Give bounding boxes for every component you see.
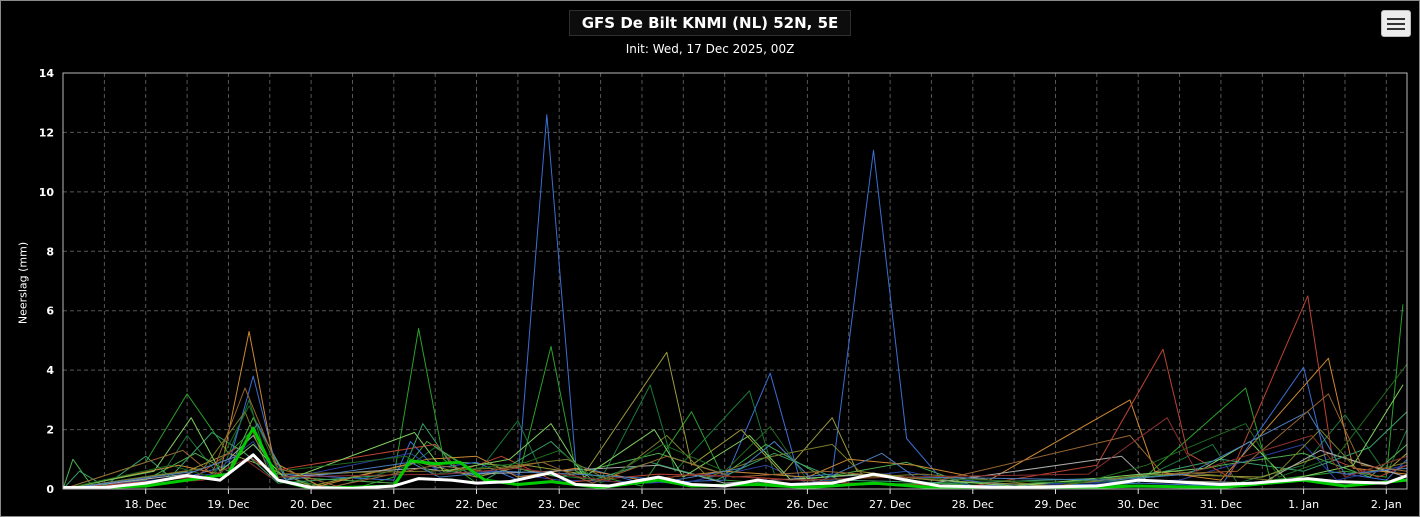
x-tick-label: 20. Dec [290,498,332,511]
x-axis-labels: 18. Dec 19. Dec 20. Dec 21. Dec 22. Dec 23. D… [125,489,1402,511]
x-tick-label: 26. Dec [786,498,828,511]
context-menu-button[interactable] [1381,10,1411,37]
ensemble-series [63,114,1407,489]
member-15-line [63,387,1407,489]
member-14-line [63,411,1407,489]
control-run-line [63,426,1407,489]
x-tick-label: 18. Dec [125,498,167,511]
plot-frame [62,72,1408,490]
x-tick-label: 2. Jan [1371,498,1402,511]
vertical-gridlines [103,73,1387,489]
y-tick-label: 6 [46,305,54,318]
x-tick-label: 23. Dec [538,498,580,511]
x-tick-label: 21. Dec [373,498,415,511]
member-06-line [63,351,1407,489]
x-tick-label: 19. Dec [207,498,249,511]
plot-svg: 0 2 4 6 8 10 12 14 18. Dec 19. Dec 20. Dec 21. Dec 2… [39,67,1408,511]
y-tick-label: 0 [46,483,54,496]
y-tick-label: 2 [46,424,54,437]
x-tick-label: 22. Dec [455,498,497,511]
y-tick-label: 8 [46,245,54,258]
member-04-line [63,114,1407,489]
ensemble-mean-line [63,453,1407,489]
member-16-line [63,417,1407,489]
y-tick-label: 12 [39,126,54,139]
chart-header: GFS De Bilt KNMI (NL) 52N, 5E Init: Wed,… [1,1,1419,61]
chart-subtitle: Init: Wed, 17 Dec 2025, 00Z [625,42,795,56]
x-tick-label: 25. Dec [704,498,746,511]
hamburger-icon [1387,17,1405,20]
y-tick-label: 4 [46,364,54,377]
x-tick-label: 31. Dec [1200,498,1242,511]
x-tick-label: 29. Dec [1034,498,1076,511]
y-tick-label: 14 [39,67,55,80]
x-tick-label: 30. Dec [1117,498,1159,511]
meteogram-chart: 0 2 4 6 8 10 12 14 18. Dec 19. Dec 20. Dec 21. Dec 2… [1,61,1419,516]
x-tick-label: 27. Dec [869,498,911,511]
x-tick-label: 1. Jan [1288,498,1319,511]
member-13-line [63,363,1407,489]
x-tick-label: 24. Dec [621,498,663,511]
y-tick-label: 10 [39,186,55,199]
chart-title: GFS De Bilt KNMI (NL) 52N, 5E [568,10,852,36]
horizontal-gridlines: 0 2 4 6 8 10 12 14 [39,67,1407,496]
x-tick-label: 28. Dec [952,498,994,511]
